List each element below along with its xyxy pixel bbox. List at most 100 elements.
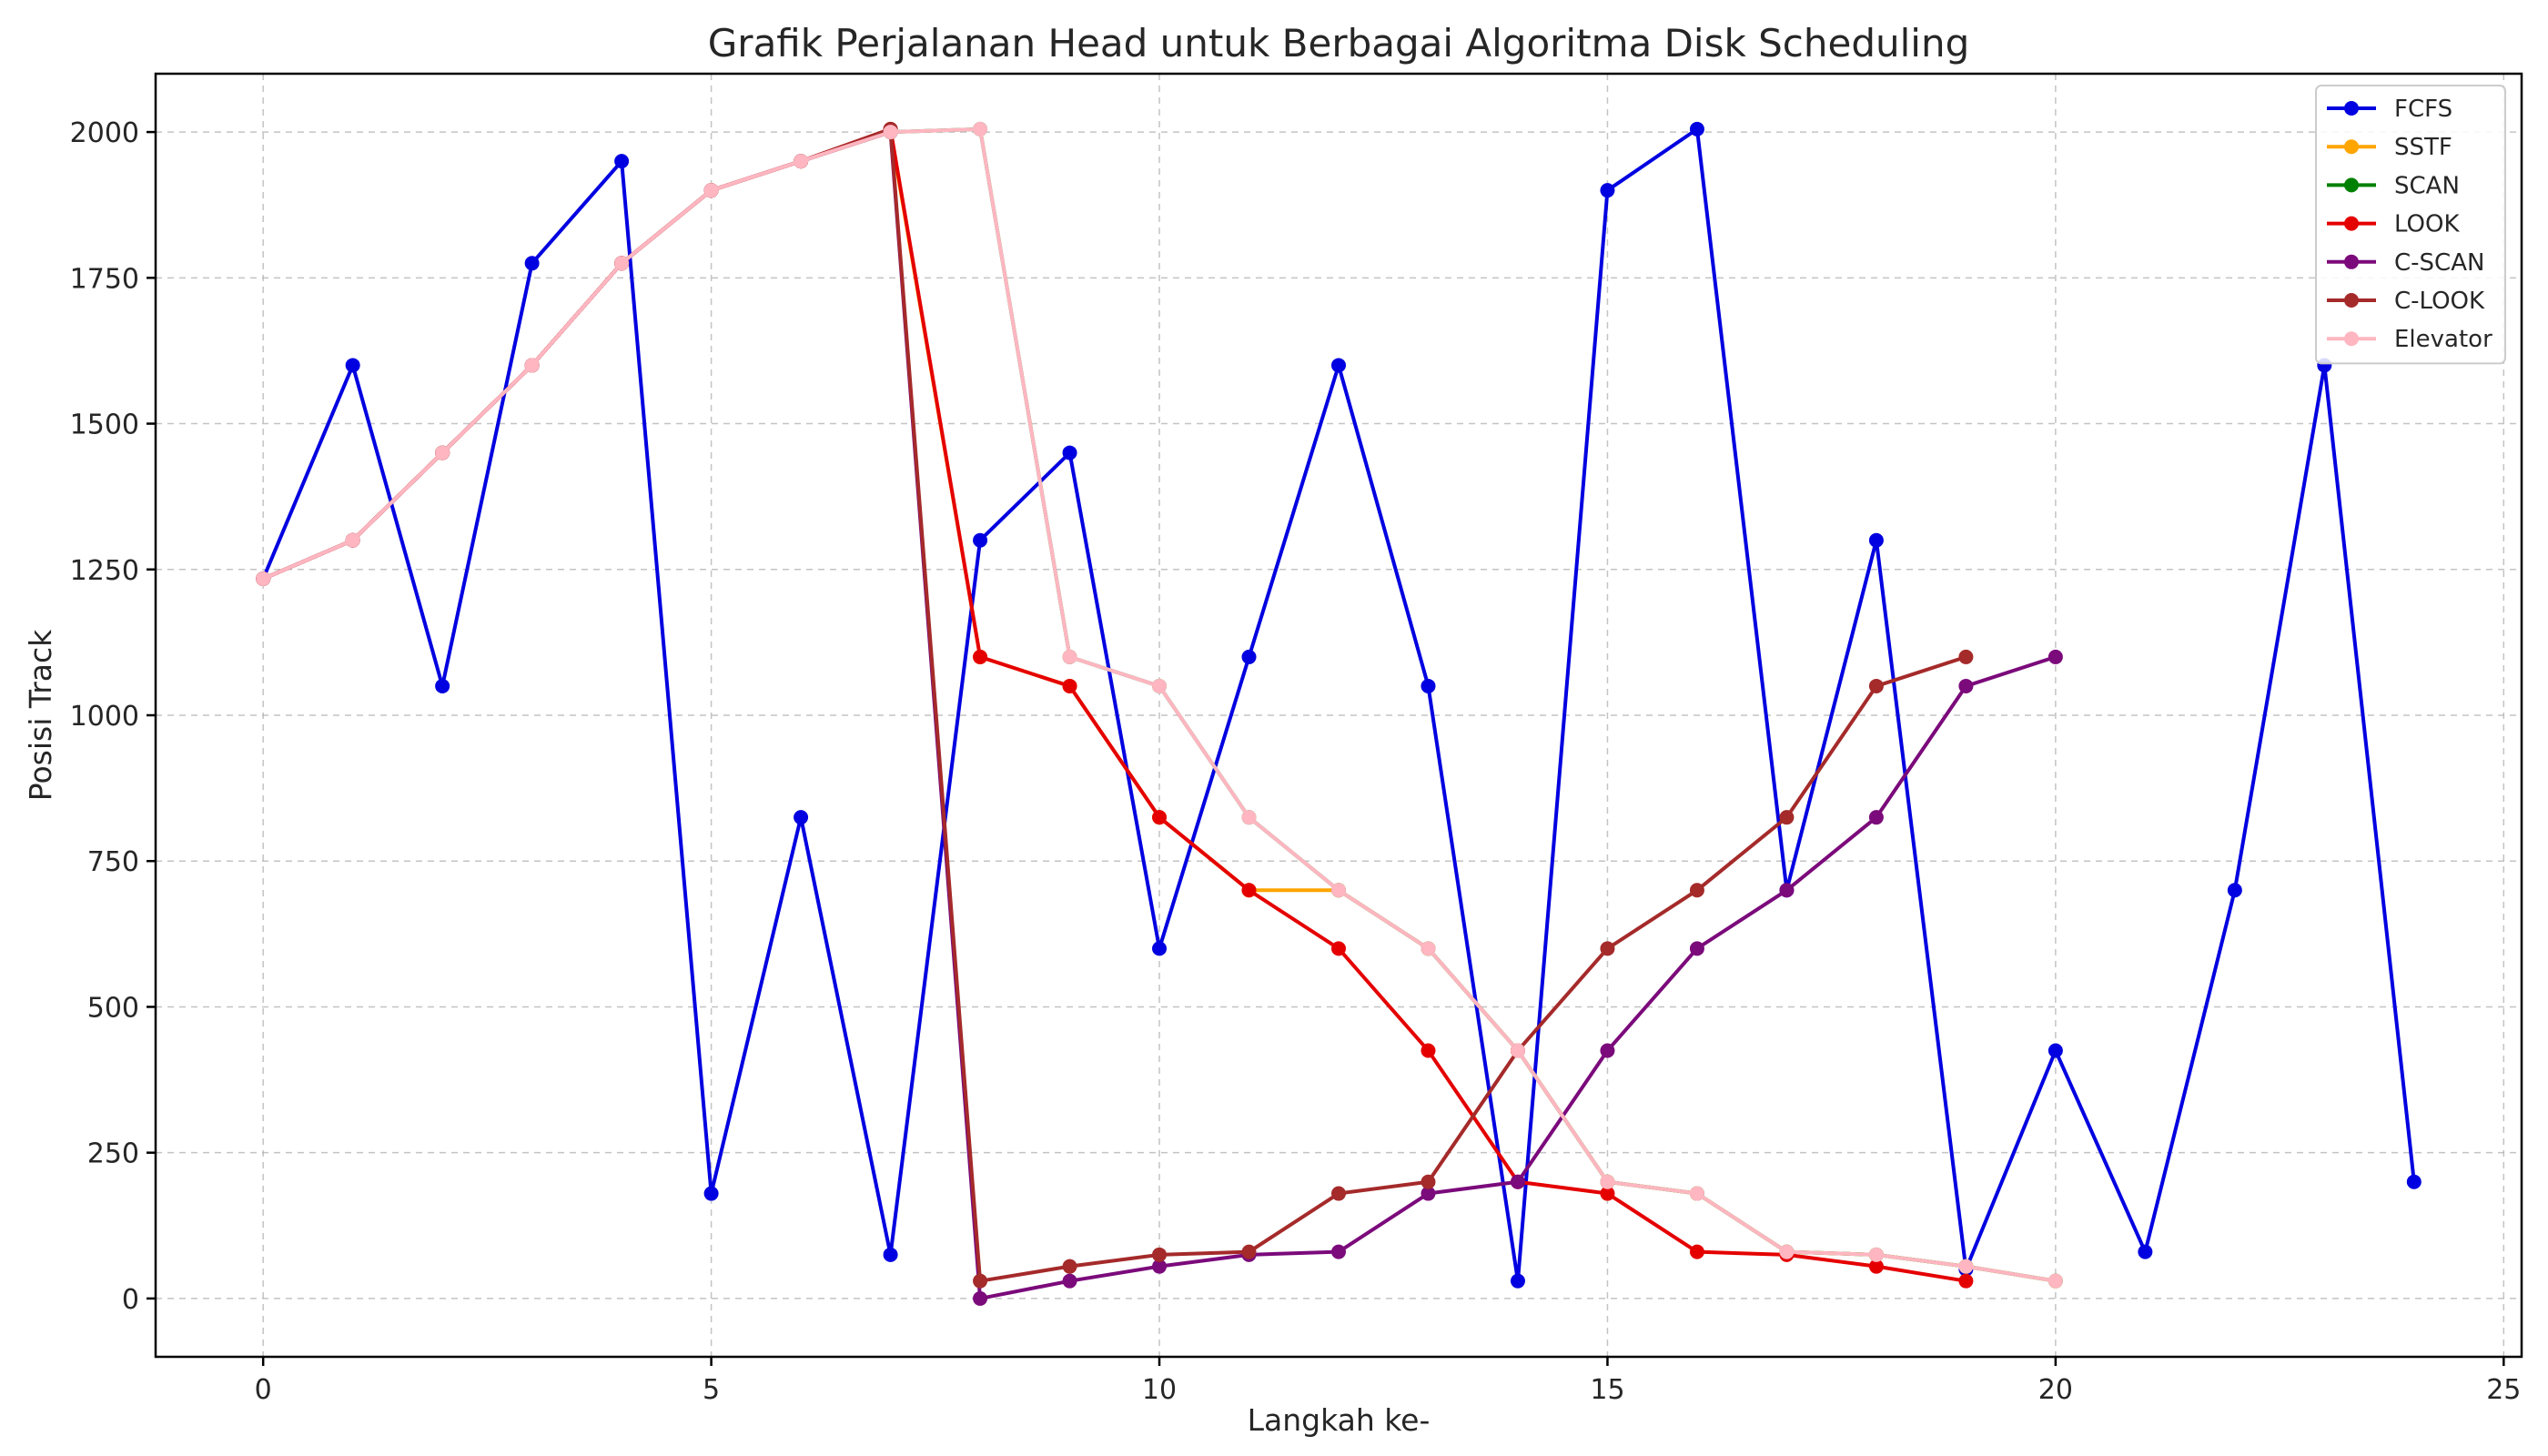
data-point-elevator	[1868, 1247, 1884, 1262]
legend-label: SSTF	[2394, 134, 2452, 161]
data-point-look	[1868, 1259, 1884, 1274]
data-point-elevator	[1152, 678, 1168, 693]
legend-label: Elevator	[2394, 326, 2492, 353]
data-point-fcfs	[1241, 649, 1257, 664]
data-point-c-scan	[1600, 1043, 1615, 1058]
data-point-c-look	[1600, 941, 1615, 956]
x-tick-label: 0	[255, 1374, 272, 1406]
legend-label: C-SCAN	[2394, 249, 2484, 277]
data-point-fcfs	[1421, 678, 1436, 693]
data-point-elevator	[1510, 1043, 1525, 1058]
legend-item-look: LOOK	[2327, 211, 2460, 238]
data-point-elevator	[256, 571, 271, 587]
data-point-elevator	[524, 358, 540, 373]
legend-marker	[2344, 101, 2359, 116]
data-point-c-look	[973, 1273, 988, 1289]
y-tick-label: 750	[87, 846, 139, 878]
legend-marker	[2344, 254, 2359, 269]
y-tick-label: 250	[87, 1138, 139, 1170]
y-tick-label: 1750	[70, 263, 139, 295]
data-point-elevator	[794, 154, 809, 169]
data-point-elevator	[1779, 1244, 1795, 1259]
data-point-c-scan	[973, 1290, 988, 1306]
data-point-look	[1421, 1043, 1436, 1058]
data-point-fcfs	[973, 532, 988, 548]
data-point-look	[1152, 810, 1168, 825]
legend-marker	[2344, 293, 2359, 308]
data-point-fcfs	[703, 1186, 719, 1201]
data-point-elevator	[973, 121, 988, 136]
x-tick-label: 10	[1142, 1374, 1177, 1406]
data-point-c-look	[1689, 883, 1704, 898]
data-point-fcfs	[1331, 358, 1346, 373]
data-point-elevator	[1421, 941, 1436, 956]
data-point-c-look	[1062, 1259, 1077, 1274]
legend-marker	[2344, 331, 2359, 347]
series-fcfs	[256, 121, 2422, 1289]
y-tick-label: 1250	[70, 555, 139, 587]
legend-box	[2315, 85, 2506, 365]
data-point-fcfs	[1062, 445, 1077, 460]
data-point-elevator	[703, 183, 719, 198]
data-point-look	[1331, 941, 1346, 956]
data-point-look	[1241, 883, 1257, 898]
legend-marker	[2344, 139, 2359, 155]
y-tick-label: 1500	[70, 410, 139, 441]
data-point-c-scan	[1779, 883, 1795, 898]
data-point-elevator	[1958, 1259, 1974, 1274]
data-point-c-look	[1152, 1247, 1168, 1262]
data-point-c-scan	[1062, 1273, 1077, 1289]
data-point-elevator	[345, 532, 360, 548]
data-point-c-scan	[1868, 810, 1884, 825]
data-point-c-scan	[1689, 941, 1704, 956]
legend-label: SCAN	[2394, 172, 2460, 199]
legend-label: C-LOOK	[2394, 288, 2485, 315]
data-point-fcfs	[1510, 1273, 1525, 1289]
data-point-fcfs	[1152, 941, 1168, 956]
legend-label: FCFS	[2394, 96, 2452, 123]
data-point-fcfs	[524, 256, 540, 271]
y-axis-label: Posisi Track	[23, 629, 58, 801]
data-point-elevator	[2048, 1273, 2063, 1289]
data-point-look	[1062, 678, 1077, 693]
data-point-elevator	[1241, 810, 1257, 825]
data-point-fcfs	[1600, 183, 1615, 198]
y-tick-label: 500	[87, 992, 139, 1024]
data-point-elevator	[1689, 1186, 1704, 1201]
data-point-c-look	[1779, 810, 1795, 825]
data-point-elevator	[435, 445, 450, 460]
data-point-fcfs	[2227, 883, 2242, 898]
data-point-look	[1689, 1244, 1704, 1259]
data-point-c-scan	[1152, 1259, 1168, 1274]
data-point-elevator	[883, 125, 898, 140]
data-point-fcfs	[614, 154, 630, 169]
data-point-look	[1600, 1186, 1615, 1201]
data-point-look	[1958, 1273, 1974, 1289]
data-point-c-scan	[2048, 649, 2063, 664]
data-point-fcfs	[435, 678, 450, 693]
x-axis-label: Langkah ke-	[1248, 1402, 1431, 1438]
series-lines	[256, 121, 2422, 1306]
x-tick-label: 5	[703, 1374, 720, 1406]
data-point-look	[973, 649, 988, 664]
legend-marker	[2344, 216, 2359, 231]
data-point-c-look	[1421, 1174, 1436, 1189]
x-tick-label: 25	[2486, 1374, 2521, 1406]
data-point-c-scan	[1958, 678, 1974, 693]
legend-item-elevator: Elevator	[2327, 326, 2492, 353]
legend-item-sstf: SSTF	[2327, 134, 2452, 161]
data-point-fcfs	[1689, 121, 1704, 136]
legend-marker	[2344, 177, 2359, 193]
legend-item-scan: SCAN	[2327, 172, 2460, 199]
legend-item-fcfs: FCFS	[2327, 96, 2452, 123]
data-point-c-scan	[1331, 1244, 1346, 1259]
data-point-c-look	[1331, 1186, 1346, 1201]
x-tick-label: 20	[2038, 1374, 2073, 1406]
y-tick-label: 2000	[70, 117, 139, 149]
data-point-fcfs	[2138, 1244, 2153, 1259]
x-tick-label: 15	[1590, 1374, 1624, 1406]
legend-label: LOOK	[2394, 211, 2460, 238]
series-elevator	[256, 121, 2063, 1289]
data-point-fcfs	[2406, 1174, 2422, 1189]
